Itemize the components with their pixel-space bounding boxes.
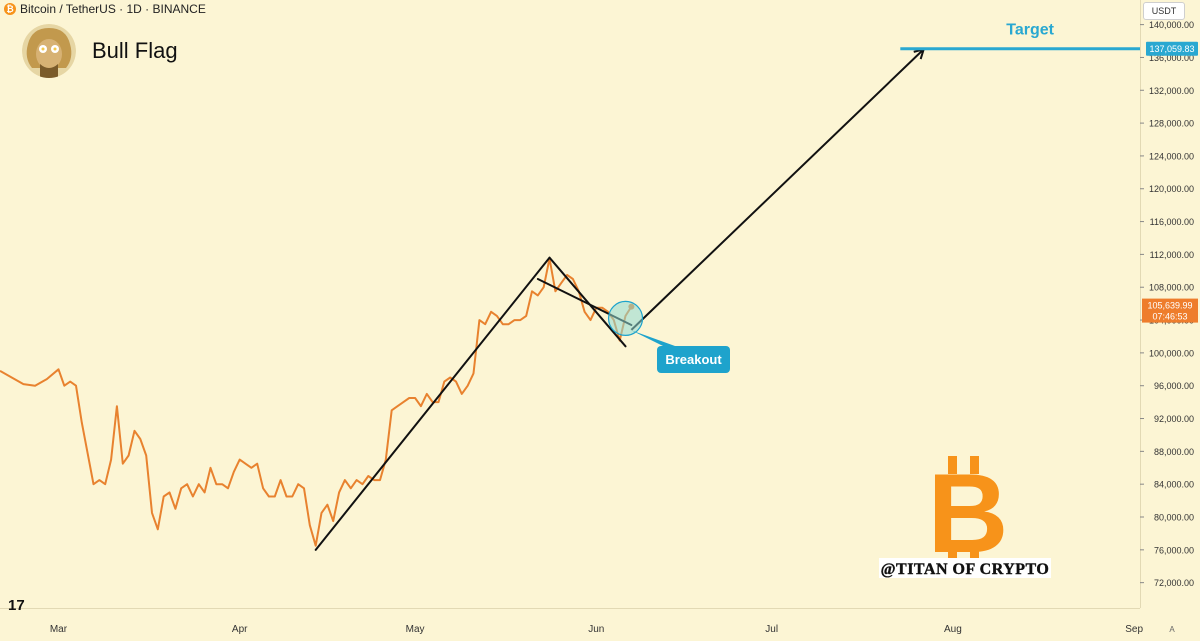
y-tick-label: 72,000.00 <box>1154 578 1194 588</box>
watermark: B@TITAN OF CRYPTO <box>879 451 1051 578</box>
current-price-tag-bg <box>1142 298 1198 323</box>
time-axis <box>0 608 1200 636</box>
avatar <box>22 24 76 78</box>
bitcoin-coin-icon: ₿ <box>4 3 16 15</box>
x-tick-label: Jun <box>588 624 604 635</box>
bar-countdown-text: 07:46:53 <box>1152 312 1187 322</box>
x-tick-label: Jul <box>765 624 778 635</box>
current-price-text: 105,639.99 <box>1147 301 1192 311</box>
y-tick-label: 136,000.00 <box>1149 53 1194 63</box>
projection-arrow <box>630 49 923 331</box>
y-tick-label: 124,000.00 <box>1149 151 1194 161</box>
x-tick-label: Apr <box>232 624 248 635</box>
bitcoin-logo-icon: B <box>928 451 1009 576</box>
x-tick-label: Sep <box>1125 624 1143 635</box>
y-tick-label: 92,000.00 <box>1154 414 1194 424</box>
y-tick-label: 132,000.00 <box>1149 86 1194 96</box>
breakout-callout-pointer <box>631 330 675 346</box>
y-tick-label: 128,000.00 <box>1149 119 1194 129</box>
target-price-tag-bg <box>1146 41 1198 56</box>
currency-button[interactable]: USDT <box>1143 2 1185 20</box>
bitcoin-logo-bar-top <box>948 456 957 474</box>
y-tick-label: 108,000.00 <box>1149 283 1194 293</box>
tradingview-logo-icon: 17 <box>8 597 25 614</box>
trend-line <box>314 256 551 551</box>
y-tick-label: 116,000.00 <box>1150 217 1194 227</box>
symbol-line: Bitcoin / TetherUS · 1D · BINANCE <box>20 2 206 16</box>
y-tick-label: 140,000.00 <box>1149 20 1194 30</box>
bitcoin-logo-bar-bottom <box>970 546 979 560</box>
breakout-label: Breakout <box>665 352 722 367</box>
symbol-header[interactable]: ₿ Bitcoin / TetherUS · 1D · BINANCE <box>4 2 206 16</box>
watermark-text: @TITAN OF CRYPTO <box>881 561 1050 578</box>
y-tick-label: 80,000.00 <box>1154 513 1194 523</box>
x-tick-label: Aug <box>944 624 962 635</box>
y-tick-label: 84,000.00 <box>1154 480 1194 490</box>
y-tick-label: 96,000.00 <box>1154 381 1194 391</box>
y-tick-label: 120,000.00 <box>1149 184 1194 194</box>
breakout-circle <box>607 300 644 337</box>
bitcoin-logo-bar-bottom <box>948 546 957 560</box>
bitcoin-logo-bar-top <box>970 456 979 474</box>
x-tick-label: May <box>406 624 425 635</box>
chart-title: Bull Flag <box>92 38 178 63</box>
trend-line <box>548 256 627 348</box>
auto-scale-toggle[interactable]: A <box>1169 625 1175 634</box>
target-label: Target <box>1006 22 1054 39</box>
target-price-tag: 137,059.83 <box>1146 41 1198 56</box>
y-tick-label: 88,000.00 <box>1154 447 1194 457</box>
watermark-text-bg <box>879 558 1051 578</box>
price-series-line <box>0 257 633 547</box>
x-tick-label: Mar <box>50 624 68 635</box>
target-price-tag-text: 137,059.83 <box>1149 44 1194 54</box>
y-tick-label: 76,000.00 <box>1154 545 1194 555</box>
breakout-callout-bg <box>657 346 730 373</box>
y-tick-label: 112,000.00 <box>1150 250 1194 260</box>
y-tick-label: 100,000.00 <box>1149 348 1194 358</box>
title-area: Bull Flag <box>22 24 178 78</box>
